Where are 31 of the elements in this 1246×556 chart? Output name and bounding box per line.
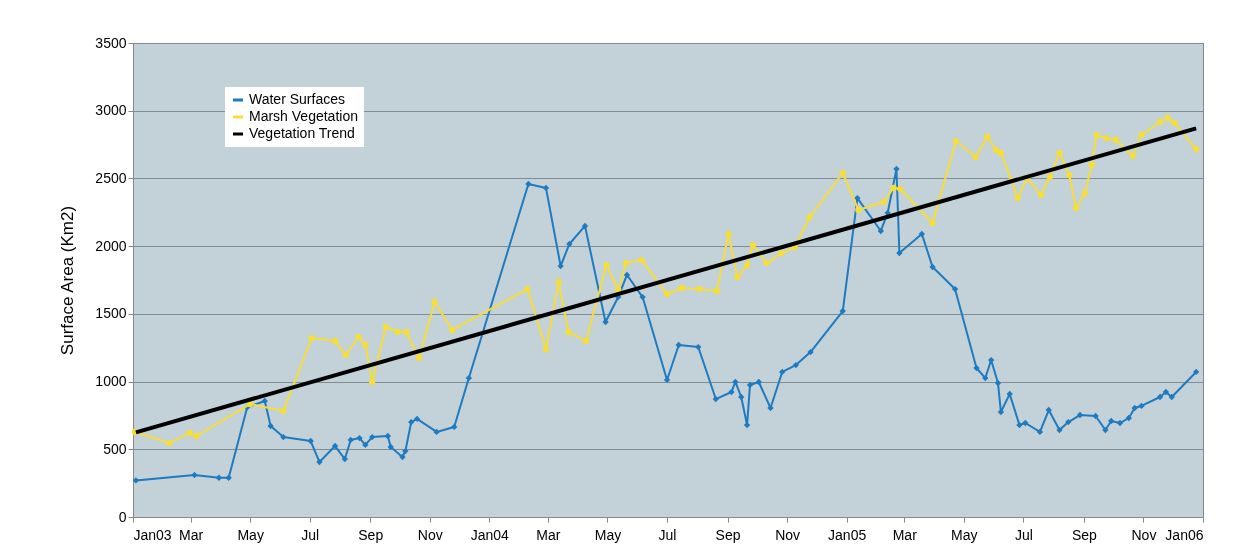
x-tick-label: Sep	[358, 526, 384, 543]
y-tick-label: 1000	[95, 373, 127, 390]
x-tick-label: Jan03	[133, 526, 172, 543]
x-tick-label: Nov	[1131, 526, 1157, 543]
x-tick-label: Mar	[536, 526, 561, 543]
y-tick-label: 3000	[95, 102, 127, 119]
y-tick-label: 2500	[95, 169, 127, 186]
y-tick-label: 500	[103, 440, 127, 457]
x-tick-label: Mar	[179, 526, 204, 543]
legend-label: Water Surfaces	[249, 91, 345, 107]
x-tick-label: Jul	[301, 526, 320, 543]
x-tick-label: May	[594, 526, 622, 543]
x-tick-label: Jul	[658, 526, 677, 543]
x-tick-label: Jan06	[1165, 526, 1204, 543]
x-tick-label: Jan05	[828, 526, 867, 543]
y-tick-label: 1500	[95, 305, 127, 322]
y-tick-label: 2000	[95, 237, 127, 254]
x-tick-label: Jul	[1014, 526, 1033, 543]
y-axis-title: Surface Area (Km2)	[58, 205, 78, 356]
y-tick-label: 0	[118, 508, 127, 525]
legend-label: Marsh Vegetation	[249, 108, 358, 124]
x-tick-label: Nov	[417, 526, 443, 543]
x-tick-label: May	[951, 526, 978, 543]
x-tick-label: Mar	[892, 526, 918, 543]
x-tick-label: May	[237, 526, 264, 543]
x-tick-label: Jan04	[470, 526, 510, 543]
x-tick-label: Nov	[775, 526, 801, 543]
x-tick-label: Sep	[715, 526, 741, 543]
x-tick-label: Sep	[1071, 526, 1098, 543]
legend-label: Vegetation Trend	[249, 125, 355, 141]
y-tick-label: 3500	[95, 34, 127, 51]
